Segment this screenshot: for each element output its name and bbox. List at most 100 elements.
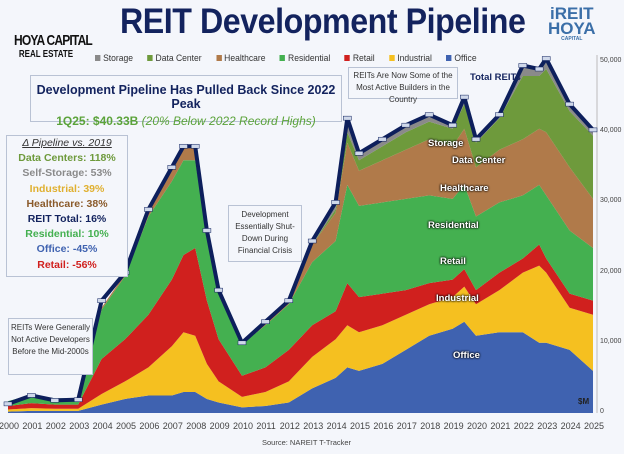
headline-note: (20% Below 2022 Record Highs)	[141, 114, 316, 128]
legend-swatch	[279, 55, 286, 61]
legend-item: Industrial	[389, 53, 432, 64]
total-point	[495, 112, 504, 117]
vs-2019-item: Office: -45%	[36, 243, 98, 256]
logo-line2: REAL ESTATE	[18, 49, 74, 60]
total-point	[378, 136, 387, 142]
x-tick-label: 2013	[303, 421, 324, 431]
legend-item: Residential	[279, 53, 331, 64]
total-point	[534, 66, 544, 72]
hoya-capital-logo: HOYA CAPITAL REAL ESTATE	[6, 8, 93, 60]
legend-item: Storage	[95, 53, 133, 64]
y-tick-label: 40,000	[600, 127, 622, 135]
x-tick-label: 2011	[256, 421, 276, 431]
legend-label: Office	[454, 53, 477, 64]
legend-swatch	[344, 55, 351, 61]
total-point	[214, 287, 223, 293]
x-tick-label: 2007	[162, 421, 183, 431]
x-tick-label: 2015	[350, 421, 371, 431]
y-tick-label: 30,000	[600, 197, 622, 205]
headline-value: 1Q25: $40.33B	[56, 114, 139, 128]
ireit-hoya-logo: iREIT HOYA CAPITAL	[548, 4, 596, 42]
total-point	[307, 238, 317, 244]
unit-label: $M	[578, 397, 590, 406]
x-tick-label: 2000	[0, 421, 20, 431]
total-point	[518, 63, 528, 68]
y-tick-label: 50,000	[600, 57, 622, 64]
crisis-annotation: Development Essentially Shut-Down During…	[228, 205, 302, 262]
chart-title: REIT Development Pipeline	[120, 2, 526, 41]
x-tick-label: 2017	[396, 421, 417, 431]
total-point	[471, 136, 481, 142]
total-point	[354, 151, 364, 156]
total-point	[331, 200, 340, 205]
x-tick-label: 2005	[116, 421, 137, 431]
vs-2019-item: Healthcare: 38%	[26, 197, 108, 210]
total-point	[401, 122, 411, 128]
total-point	[190, 143, 200, 149]
total-point	[284, 298, 294, 303]
vs-2019-item: Industrial: 39%	[29, 182, 105, 195]
x-tick-label: 2010	[233, 421, 254, 431]
x-tick-label: 2020	[467, 421, 488, 431]
total-point	[448, 122, 457, 128]
logo2-line1: iREIT	[550, 4, 594, 23]
area-office	[8, 321, 593, 413]
logo2-line2: HOYA	[548, 19, 596, 38]
area-industrial	[8, 265, 593, 412]
total-point	[343, 115, 352, 121]
logo2-line3: CAPITAL	[561, 36, 583, 42]
builders-annotation: REITs Are Now Some of the Most Active Bu…	[348, 67, 458, 104]
legend-swatch	[147, 55, 153, 61]
early-annotation: REITs Were Generally Not Active Develope…	[8, 318, 93, 375]
legend-item: Data Center	[147, 53, 202, 64]
x-tick-label: 2019	[443, 421, 464, 431]
vs-2019-item: Self-Storage: 53%	[22, 167, 112, 180]
x-tick-label: 2014	[326, 421, 347, 431]
x-tick-label: 2016	[373, 421, 394, 431]
x-tick-label: 2003	[69, 421, 90, 431]
office-label: Office	[453, 350, 480, 361]
total-point	[588, 127, 598, 133]
total-point	[261, 319, 270, 324]
total-point	[541, 56, 551, 61]
total-point	[424, 112, 434, 117]
x-tick-label: 2008	[186, 421, 207, 431]
legend-swatch	[446, 55, 452, 61]
data-center-label: Data Center	[452, 155, 506, 166]
x-tick-label: 2018	[420, 421, 441, 431]
area-retail	[8, 244, 593, 410]
area-healthcare	[8, 128, 593, 402]
legend-item: Retail	[344, 53, 375, 64]
legend-item: Healthcare	[216, 53, 266, 64]
vs-2019-item: Data Centers: 118%	[18, 152, 116, 165]
legend-swatch	[95, 55, 101, 61]
y-tick-label: 10,000	[600, 337, 622, 345]
source-note: Source: NAREIT T-Tracker	[262, 438, 352, 447]
total-point	[73, 397, 83, 402]
total-point	[97, 298, 106, 303]
legend-label: Storage	[103, 53, 134, 64]
logo-line1: HOYA CAPITAL	[14, 32, 93, 49]
x-tick-label: 2022	[513, 421, 534, 431]
x-tick-label: 2009	[209, 421, 230, 431]
vs-2019-item: Retail: -56%	[37, 258, 97, 271]
legend-label: Data Center	[155, 53, 202, 64]
y-tick-label: 0	[600, 408, 604, 415]
headline-title: Development Pipeline Has Pulled Back Sin…	[36, 83, 336, 111]
legend: Storage Data Center Healthcare Residential R…	[95, 53, 477, 64]
legend-label: Industrial	[397, 53, 432, 64]
total-point	[565, 101, 574, 107]
residential-label: Residential	[428, 220, 479, 231]
legend-swatch	[216, 55, 222, 61]
x-tick-label: 2002	[45, 421, 66, 431]
x-tick-label: 2001	[22, 421, 43, 431]
vs-2019-item: Residential: 10%	[25, 228, 109, 241]
pipeline-vs-2019-box: Δ Pipeline vs. 2019 Data Centers: 118% Se…	[6, 135, 128, 277]
legend-label: Healthcare	[224, 53, 266, 64]
legend-label: Residential	[288, 53, 331, 64]
total-point	[202, 228, 212, 233]
legend-label: Retail	[352, 53, 375, 64]
x-tick-label: 2012	[279, 421, 300, 431]
